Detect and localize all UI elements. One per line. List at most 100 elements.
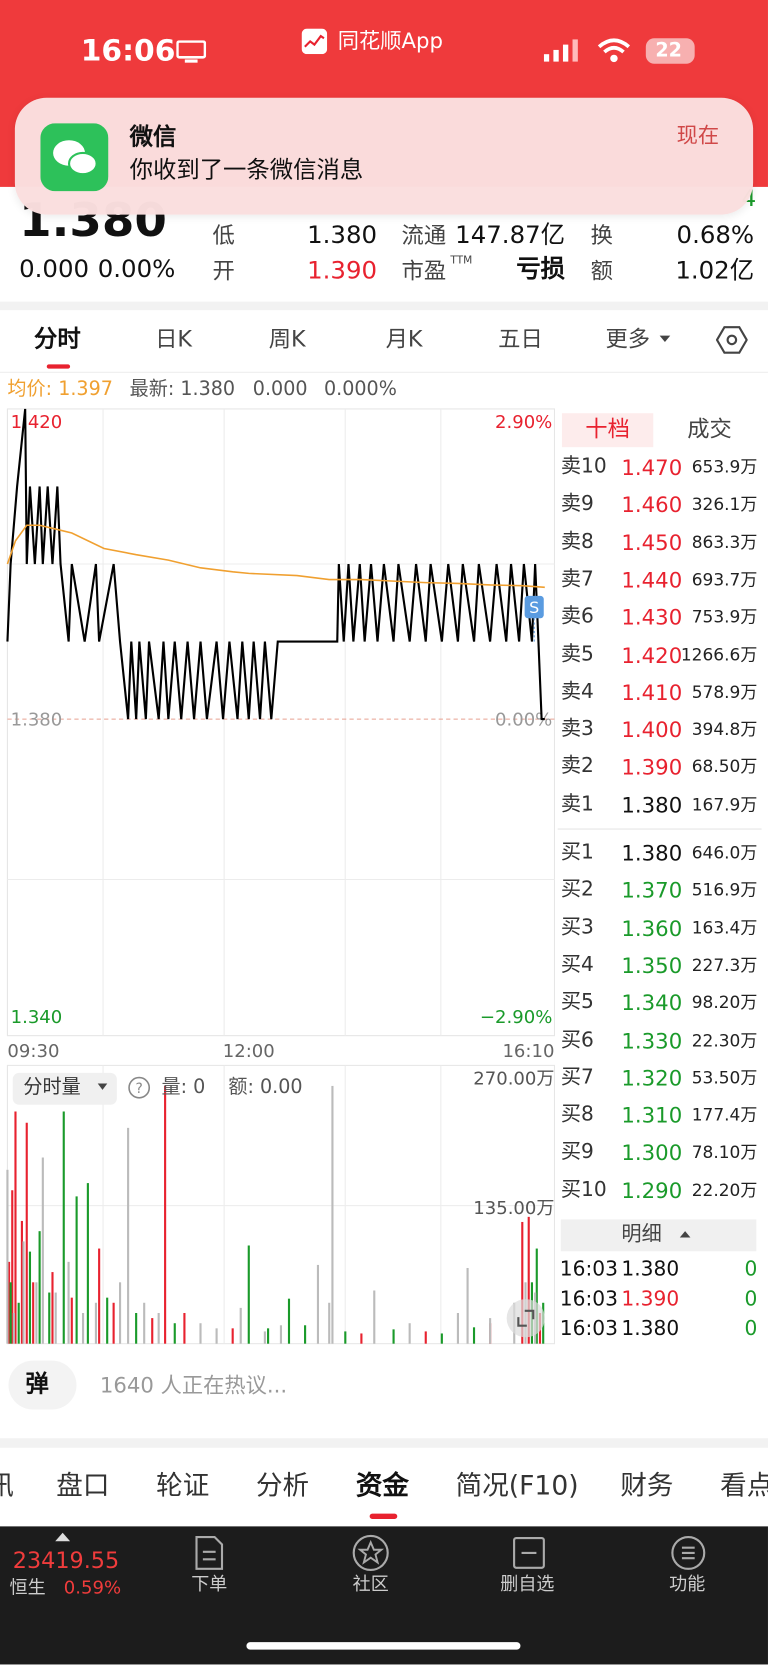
field-label: 低 xyxy=(212,223,235,249)
volume-bar xyxy=(38,1231,41,1344)
status-app: 同花顺App xyxy=(337,27,444,54)
price-line xyxy=(6,524,545,589)
battery-level: 22 xyxy=(655,39,682,62)
volume-bar xyxy=(106,1297,109,1344)
x-tick-label: 16:10 xyxy=(502,1041,554,1062)
volume-bar xyxy=(360,1333,363,1344)
index-value[interactable]: 23419.55 xyxy=(12,1547,120,1574)
quote-change-pct: 0.00% xyxy=(97,255,176,284)
trade-time: 16:03 xyxy=(559,1287,618,1311)
volume-bar xyxy=(408,1323,411,1344)
tab[interactable]: 更多 xyxy=(605,326,651,352)
volume-frame xyxy=(6,1064,555,1345)
bottom-tab[interactable]: 财务 xyxy=(620,1470,674,1501)
order-price: 1.470 xyxy=(621,454,683,481)
volume-bar xyxy=(51,1272,54,1344)
comment-text[interactable]: 1640 人正在热议... xyxy=(99,1372,288,1398)
order-label: 卖2 xyxy=(560,754,594,778)
order-tab-bg xyxy=(561,413,654,448)
nav-item[interactable]: 社区 xyxy=(352,1574,389,1596)
order-price: 1.460 xyxy=(621,492,683,518)
index-pct: 0.59% xyxy=(63,1577,122,1599)
order-volume: 98.20万 xyxy=(691,992,758,1013)
order-volume: 22.20万 xyxy=(691,1179,758,1200)
detail-bg[interactable] xyxy=(560,1219,757,1252)
volume-bar xyxy=(373,1290,376,1344)
bottom-tab[interactable]: 分析 xyxy=(255,1470,310,1501)
settings-icon[interactable] xyxy=(715,324,748,356)
order-price: 1.390 xyxy=(621,754,683,781)
y-tick-label: 135.00万 xyxy=(473,1198,554,1219)
nav-arrow xyxy=(55,1532,71,1542)
bottom-tab[interactable]: 轮证 xyxy=(156,1470,210,1501)
help-icon[interactable]: ? xyxy=(127,1076,151,1099)
nav-item[interactable]: 删自选 xyxy=(500,1574,555,1596)
order-label: 买4 xyxy=(560,952,594,977)
volume-bar xyxy=(344,1331,347,1344)
order-volume: 53.50万 xyxy=(691,1067,758,1088)
bottom-tab[interactable]: 简况(F10) xyxy=(455,1470,579,1501)
order-price: 1.410 xyxy=(621,679,683,706)
volume-bar xyxy=(231,1328,234,1344)
volume-bar xyxy=(127,1127,130,1344)
nav-item[interactable]: 功能 xyxy=(669,1574,706,1596)
danmu-button[interactable] xyxy=(8,1360,77,1410)
order-price: 1.380 xyxy=(621,792,683,818)
order-tab[interactable]: 十档 xyxy=(585,416,630,442)
home-indicator xyxy=(246,1642,521,1650)
order-volume: 326.1万 xyxy=(691,494,758,515)
tab[interactable]: 月K xyxy=(385,326,423,352)
order-label: 买10 xyxy=(560,1177,607,1202)
field-value: 147.87亿 xyxy=(455,221,566,250)
notification-message: 你收到了一条微信消息 xyxy=(129,157,364,184)
tab[interactable]: 分时 xyxy=(33,326,81,353)
volume-bar xyxy=(331,1085,334,1344)
order-label: 卖4 xyxy=(560,679,594,703)
order-volume: 1266.6万 xyxy=(680,644,758,665)
tab[interactable]: 周K xyxy=(268,326,306,352)
field-value: 1.380 xyxy=(307,221,378,250)
volume-bar xyxy=(304,1325,307,1344)
order-volume: 163.4万 xyxy=(691,917,758,938)
volume-bar xyxy=(86,1183,89,1344)
latest-price: 最新: 1.380 xyxy=(129,378,236,401)
volume-bar xyxy=(35,1282,38,1344)
field-label: 流通 xyxy=(401,223,447,249)
volume-bar xyxy=(25,1122,28,1344)
volume-selector-bg[interactable] xyxy=(12,1072,117,1105)
order-label: 卖9 xyxy=(560,492,594,516)
nav-item[interactable]: 下单 xyxy=(191,1574,228,1596)
order-volume: 78.10万 xyxy=(691,1142,758,1163)
order-label: 卖6 xyxy=(560,604,594,628)
order-divider xyxy=(557,828,762,830)
order-volume: 394.8万 xyxy=(691,719,758,740)
order-tab[interactable]: 成交 xyxy=(687,416,732,442)
quote-change: 0.000 xyxy=(19,255,90,284)
order-price: 1.450 xyxy=(621,529,683,556)
order-volume: 653.9万 xyxy=(691,456,758,477)
volume-bar xyxy=(41,1157,44,1344)
volume-bar xyxy=(9,1282,12,1344)
notification[interactable] xyxy=(14,97,754,215)
volume-bar xyxy=(472,1327,476,1344)
volume-bar xyxy=(466,1267,469,1344)
bottom-tab[interactable]: 看点 xyxy=(720,1470,768,1501)
order-label: 买1 xyxy=(560,840,594,864)
order-volume: 22.30万 xyxy=(691,1029,758,1050)
y-tick-label: 1.420 xyxy=(11,412,63,433)
detail-arrow xyxy=(679,1231,691,1238)
latest-change-pct: 0.000% xyxy=(323,378,397,401)
volume-bar xyxy=(17,1302,20,1344)
bottom-tab[interactable]: 资金 xyxy=(355,1470,409,1501)
order-price: 1.340 xyxy=(621,990,683,1016)
volume-bar xyxy=(22,1241,25,1344)
tab[interactable]: 日K xyxy=(155,326,193,352)
order-price: 1.430 xyxy=(621,604,683,631)
bottom-tab[interactable]: 讯 xyxy=(0,1472,14,1499)
trade-time: 16:03 xyxy=(559,1317,618,1341)
bottom-tab[interactable]: 盘口 xyxy=(56,1470,110,1501)
fullscreen-button[interactable] xyxy=(506,1298,546,1338)
volume-bar xyxy=(70,1297,73,1344)
tab[interactable]: 五日 xyxy=(498,326,543,352)
